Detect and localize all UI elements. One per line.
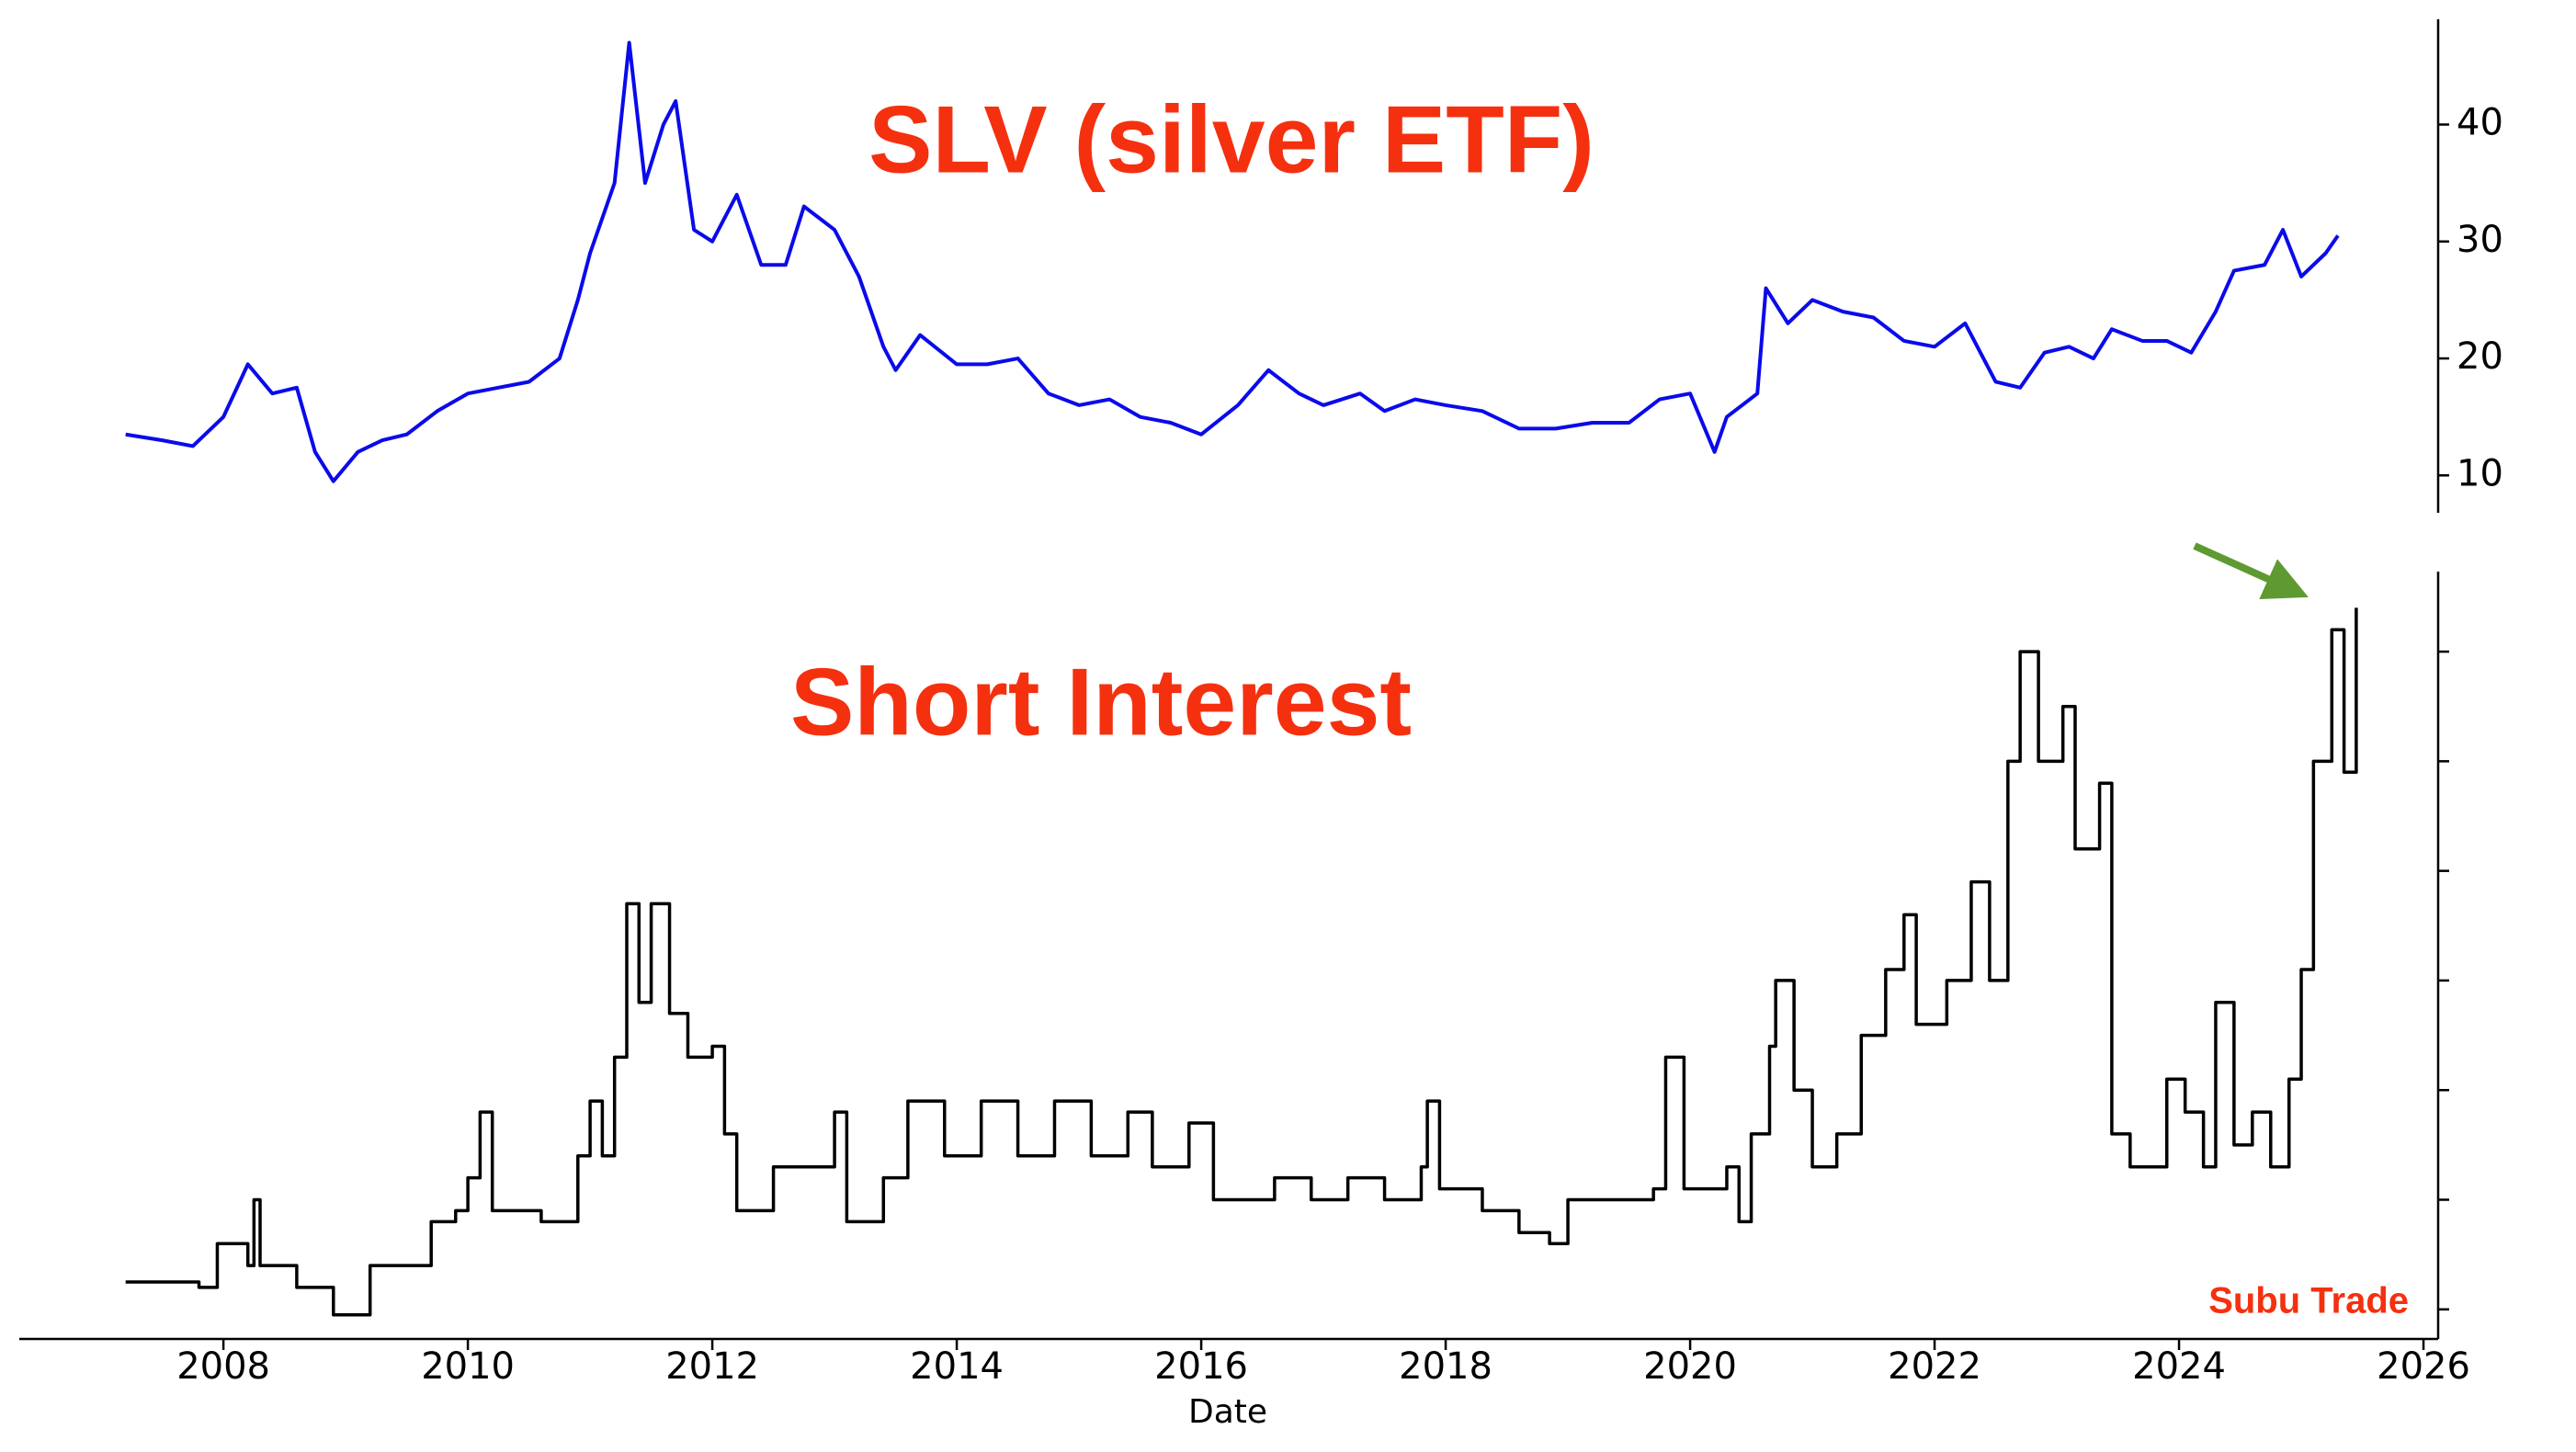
x-tick-label: 2008 (176, 1345, 270, 1388)
data-line (125, 607, 2358, 1317)
x-tick-label: 2014 (910, 1345, 1004, 1388)
y-tick-label: 20 (2457, 335, 2503, 378)
y-tick-label: 10 (2457, 452, 2503, 494)
arrow (2193, 542, 2309, 600)
x-tick-label: 2020 (1643, 1345, 1737, 1388)
x-tick-label: 2012 (665, 1345, 759, 1388)
x-axis-label: Date (1188, 1393, 1267, 1431)
x-tick-label: 2010 (421, 1345, 515, 1388)
y-tick-label: 30 (2457, 219, 2503, 261)
x-tick-label: 2016 (1154, 1345, 1248, 1388)
x-tick-label: 2022 (1888, 1345, 1981, 1388)
x-tick-label: 2018 (1399, 1345, 1492, 1388)
top-title: SLV (silver ETF) (868, 86, 1594, 193)
data-line (125, 40, 2340, 483)
bottom-title: Short Interest (790, 649, 1412, 755)
watermark: Subu Trade (2208, 1281, 2409, 1322)
y-tick-label: 40 (2457, 102, 2503, 144)
x-tick-label: 2026 (2377, 1345, 2470, 1388)
x-tick-label: 2024 (2132, 1345, 2226, 1388)
